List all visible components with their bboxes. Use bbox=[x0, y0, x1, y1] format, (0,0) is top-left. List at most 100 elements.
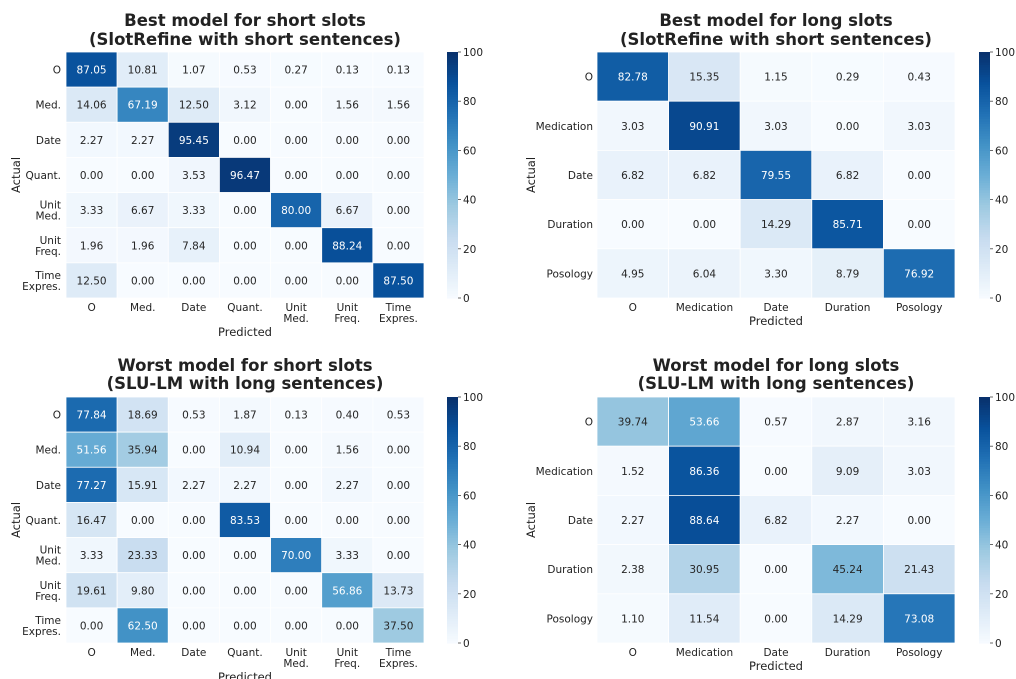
colorbar-segment bbox=[447, 593, 458, 597]
colorbar-segment bbox=[979, 138, 990, 142]
colorbar-segment bbox=[447, 273, 458, 277]
y-tick-label-line: O bbox=[53, 65, 61, 77]
cell-value-label: 2.27 bbox=[131, 135, 154, 147]
colorbar-segment bbox=[979, 79, 990, 83]
heatmap-cell bbox=[65, 86, 118, 123]
cell-value-label: 2.27 bbox=[836, 515, 859, 527]
colorbar-segment bbox=[979, 211, 990, 215]
x-tick-label: Medication bbox=[676, 647, 733, 659]
colorbar-segment bbox=[447, 98, 458, 102]
cell-value-label: 0.00 bbox=[836, 121, 859, 133]
colorbar-segment bbox=[447, 253, 458, 257]
colorbar-segment bbox=[979, 295, 990, 299]
heatmap-cell bbox=[65, 262, 118, 299]
x-tick-label: O bbox=[87, 302, 95, 314]
chart-title-line: (SlotRefine with short sentences) bbox=[620, 30, 932, 49]
colorbar-segment bbox=[447, 463, 458, 467]
cell-value-label: 83.53 bbox=[230, 515, 260, 527]
cell-value-label: 82.78 bbox=[618, 72, 648, 84]
colorbar-segment bbox=[447, 524, 458, 528]
cell-value-label: 0.00 bbox=[387, 550, 410, 562]
heatmap-cell bbox=[883, 149, 956, 200]
colorbar-segment bbox=[447, 214, 458, 218]
x-tick-label: Medication bbox=[676, 302, 733, 314]
colorbar-segment bbox=[447, 507, 458, 511]
heatmap-cell bbox=[811, 51, 884, 102]
colorbar-segment bbox=[979, 542, 990, 546]
colorbar-segment bbox=[447, 608, 458, 612]
cell-value-label: 2.27 bbox=[336, 480, 359, 492]
colorbar-segment bbox=[447, 488, 458, 492]
heatmap-cell bbox=[219, 157, 271, 193]
cell-value-label: 12.50 bbox=[179, 100, 209, 112]
colorbar-segment bbox=[979, 433, 990, 437]
x-tick-label-line: Posology bbox=[896, 647, 943, 659]
colorbar-segment bbox=[979, 238, 990, 243]
y-tick-label-line: Unit bbox=[40, 545, 61, 557]
cell-value-label: 0.00 bbox=[336, 275, 359, 287]
cell-value-label: 1.56 bbox=[336, 100, 360, 112]
y-tick-label-line: Medication bbox=[536, 121, 593, 133]
x-tick-label: O bbox=[629, 302, 637, 314]
y-tick-label: Medication bbox=[536, 466, 593, 478]
x-tick-label-line: Unit bbox=[337, 302, 358, 314]
colorbar-segment bbox=[979, 98, 990, 102]
colorbar-segment bbox=[447, 209, 458, 213]
cell-value-label: 6.67 bbox=[336, 205, 359, 217]
y-tick-label: Quant. bbox=[26, 170, 61, 182]
x-axis-label: Predicted bbox=[218, 670, 272, 679]
colorbar-segment bbox=[447, 157, 458, 161]
colorbar-segment bbox=[447, 596, 458, 600]
cell-value-label: 11.54 bbox=[689, 613, 719, 625]
colorbar-segment bbox=[979, 596, 990, 600]
colorbar-segment bbox=[979, 81, 990, 85]
heatmap-cell bbox=[372, 227, 425, 264]
chart-title-line: (SLU-LM with long sentences) bbox=[107, 374, 384, 393]
cell-value-label: 0.00 bbox=[336, 515, 359, 527]
colorbar-segment bbox=[447, 438, 458, 442]
colorbar-segment bbox=[447, 547, 458, 551]
colorbar-segment bbox=[979, 515, 990, 519]
x-axis-label: Predicted bbox=[218, 325, 272, 339]
y-tick-label: O bbox=[53, 65, 61, 77]
colorbar-segment bbox=[447, 128, 458, 132]
colorbar-segment bbox=[447, 125, 458, 129]
colorbar-segment bbox=[979, 290, 990, 294]
colorbar-segment bbox=[447, 202, 458, 206]
colorbar-segment bbox=[979, 184, 990, 188]
cell-value-label: 1.07 bbox=[182, 65, 205, 77]
colorbar-segment bbox=[447, 586, 458, 590]
cell-value-label: 0.00 bbox=[233, 550, 256, 562]
chart-title-line: Worst model for long slots bbox=[653, 356, 900, 375]
colorbar-segment bbox=[447, 106, 458, 110]
y-tick-label: Date bbox=[568, 515, 593, 527]
colorbar-segment bbox=[979, 66, 990, 70]
colorbar-segment bbox=[447, 485, 458, 489]
colorbar-segment bbox=[979, 468, 990, 472]
cell-value-label: 0.00 bbox=[131, 515, 154, 527]
heatmap-cell bbox=[372, 431, 425, 468]
heatmap-cell bbox=[321, 607, 374, 644]
heatmap-cell bbox=[116, 396, 169, 433]
cell-value-label: 0.00 bbox=[284, 100, 307, 112]
cell-value-label: 14.06 bbox=[77, 100, 107, 112]
heatmap-cell bbox=[65, 227, 118, 264]
colorbar-segment bbox=[447, 529, 458, 533]
cell-value-label: 0.00 bbox=[387, 445, 410, 457]
colorbar-segment bbox=[979, 226, 990, 230]
x-tick-label-line: Med. bbox=[283, 658, 309, 670]
colorbar-segment bbox=[447, 283, 458, 287]
colorbar-segment bbox=[979, 258, 990, 262]
colorbar-tick-label: 40 bbox=[995, 540, 1008, 552]
cell-value-label: 0.53 bbox=[387, 410, 410, 422]
cell-value-label: 0.00 bbox=[80, 170, 103, 182]
cell-value-label: 8.79 bbox=[836, 268, 859, 280]
y-tick-label: Date bbox=[36, 480, 61, 492]
colorbar-segment bbox=[447, 468, 458, 472]
colorbar-segment bbox=[447, 231, 458, 235]
heatmap-cell bbox=[270, 502, 323, 538]
heatmap-cell bbox=[739, 494, 813, 545]
cell-value-label: 0.00 bbox=[284, 240, 307, 252]
colorbar-segment bbox=[979, 618, 990, 622]
colorbar-segment bbox=[979, 623, 990, 627]
